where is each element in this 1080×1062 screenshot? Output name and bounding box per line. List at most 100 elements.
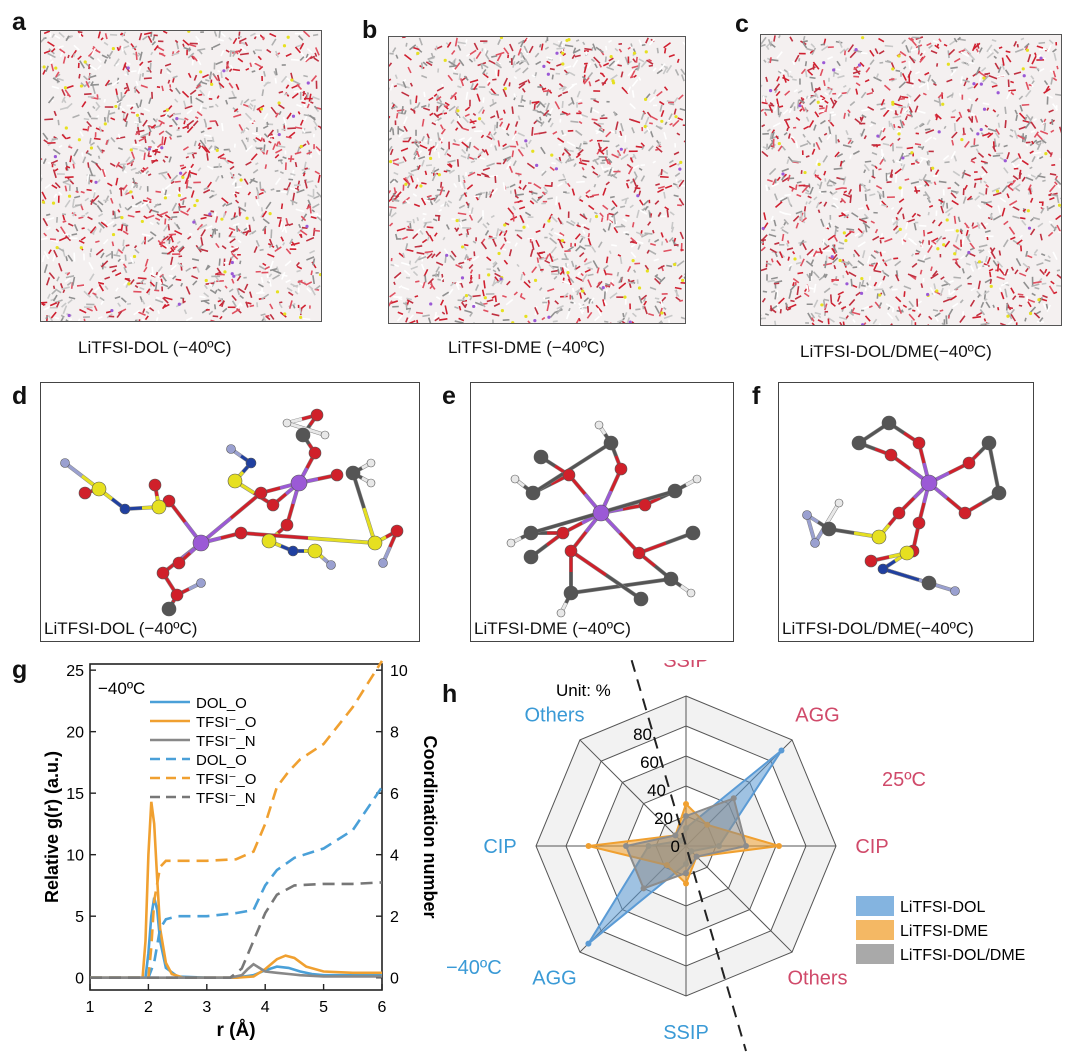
atom-o [78,486,92,500]
radial-tick-label: 60 [640,753,659,772]
temp-label-25: 25ºC [882,769,926,791]
radar-point [730,795,737,802]
y-left-tick-label: 15 [66,786,84,803]
atom-c [603,435,619,451]
series-line-1 [90,801,382,979]
atom-n [245,457,257,469]
atom-c [295,427,311,443]
axis-label-5: AGG [532,968,576,990]
axis-label-3: Others [788,968,848,990]
molecule-sticks [41,31,321,321]
atom-s [91,481,107,497]
legend-label-0: LiTFSI-DOL [900,899,985,916]
y-right-tick-label: 6 [390,786,399,803]
atom-o [638,498,652,512]
plot-frame [89,663,383,991]
atom-o [864,554,878,568]
atom-o [884,448,898,462]
radar-point [623,843,629,849]
atom-o [280,518,294,532]
panel-label-e: e [442,382,456,410]
atom-li [192,534,210,552]
legend-swatch-1 [856,920,894,940]
series-line-0 [90,897,382,979]
atom-li [592,504,610,522]
atom-h [320,430,330,440]
atom-f [196,578,206,588]
atom-o [254,486,268,500]
panel-label-h: h [442,680,458,708]
atom-o [962,456,976,470]
atom-o [614,462,628,476]
atom-f [378,558,388,568]
atom-o [148,478,162,492]
radar-point [683,801,689,807]
axis-label-0: SSIP [663,660,709,672]
atom-o [172,556,186,570]
atom-h [366,478,376,488]
x-tick-label: 1 [86,999,95,1016]
series-line-5 [90,881,383,979]
solvation-structure-dol-dme: LiTFSI-DOL/DME(−40ºC) [778,382,1034,642]
snapshot-background [41,31,321,321]
radar-spoke [685,845,793,953]
atoms [802,415,1007,596]
legend-swatch-0 [856,896,894,916]
atoms [506,420,702,618]
atom-h [686,588,696,598]
radar-point [672,832,679,839]
panel-label-d: d [12,382,28,410]
atom-f [326,560,336,570]
caption-f: LiTFSI-DOL/DME(−40ºC) [782,619,974,639]
atom-o [892,506,906,520]
panel-label-b: b [362,16,378,44]
panel-label-f: f [752,382,761,410]
x-tick-label: 5 [319,999,328,1016]
atom-c [991,485,1007,501]
x-axis-label: r (Å) [216,1020,255,1041]
temperature-annotation: −40ºC [98,679,145,698]
radial-tick-label: 0 [671,837,680,856]
panel-label-c: c [735,10,749,38]
axis-label-4: SSIP [663,1022,709,1044]
radar-point [683,880,689,887]
axis-label-2: CIP [855,836,888,858]
molecule-sticks [389,37,685,323]
radar-point [778,747,785,754]
caption-c: LiTFSI-DOL/DME(−40ºC) [800,342,992,361]
radar-point [693,853,700,860]
atom-c [881,415,897,431]
atom-s [367,535,383,551]
atom-o [308,446,322,460]
atom-n [287,545,299,557]
legend-label-3: DOL_O [196,752,247,769]
atom-h [282,418,292,428]
atom-c [667,483,683,499]
atom-f [810,538,820,548]
y-right-axis-label: Coordination number [420,736,440,919]
snapshot-background [761,35,1061,325]
y-right-tick-label: 4 [390,848,399,865]
series-line-4 [90,660,384,979]
caption-e: LiTFSI-DME (−40ºC) [474,619,631,639]
radar-point [585,843,592,849]
radar-point [683,813,689,819]
legend-label-1: LiTFSI-DME [900,923,988,940]
atom-s [151,499,167,515]
y-left-tick-label: 10 [66,848,84,865]
y-right-tick-label: 10 [390,663,408,680]
radar-point [683,870,689,876]
atom-h [366,458,376,468]
atom-c [533,449,549,465]
atom-c [663,571,679,587]
radial-tick-label: 80 [633,725,652,744]
md-snapshot-dol-dme [760,34,1062,326]
atom-o [330,468,344,482]
caption-d: LiTFSI-DOL (−40ºC) [44,619,198,639]
atom-o [156,566,170,580]
md-snapshot-dol [40,30,322,322]
atom-f [950,586,960,596]
legend-label-2: LiTFSI-DOL/DME [900,947,1025,964]
axis-label-1: AGG [795,704,839,726]
